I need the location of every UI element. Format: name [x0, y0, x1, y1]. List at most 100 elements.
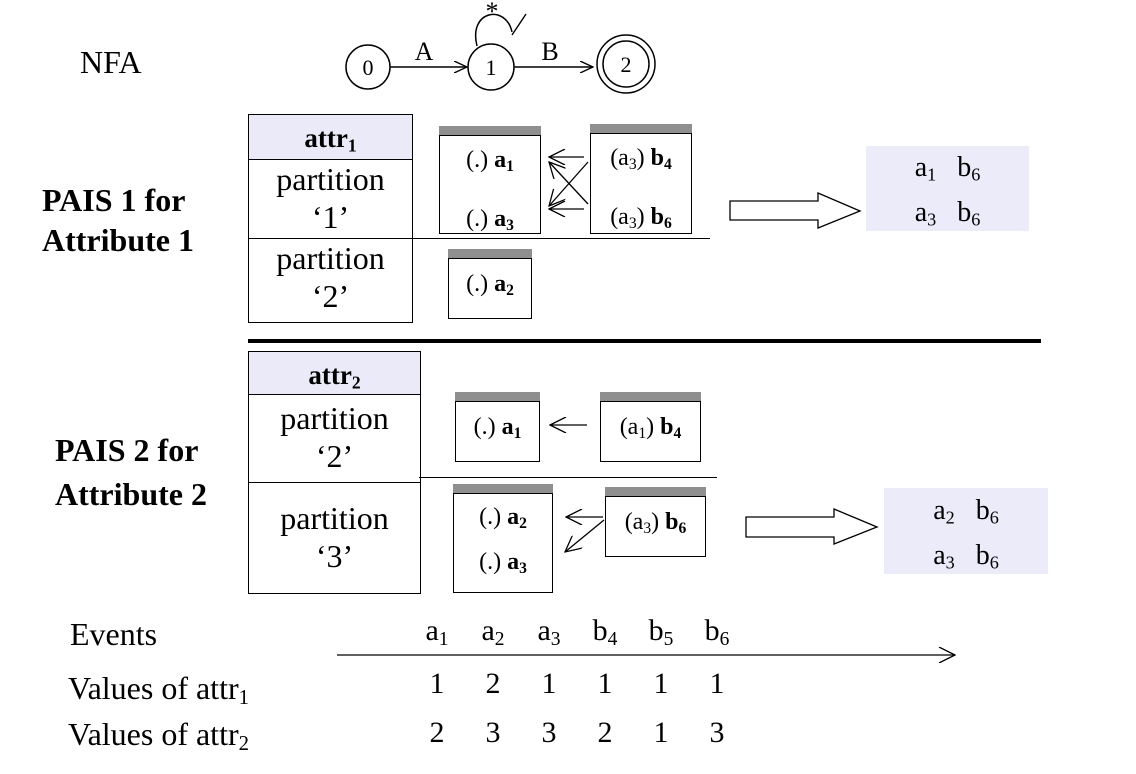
event-attr2-value: 1	[653, 716, 669, 749]
result-a-sub: 2	[945, 507, 955, 528]
attr2-values-label-text: Values of attr	[68, 716, 239, 752]
stack-entry: (a3) b6	[591, 202, 691, 239]
pais1-label-line2: Attribute 1	[42, 222, 194, 258]
pais1-partition-divider	[411, 238, 710, 239]
nfa-self-loop-label: *	[486, 0, 499, 26]
event-name: a1	[410, 614, 464, 651]
event-letter: b	[648, 614, 664, 647]
pais1-result-box: a1 b6 a3 b6	[866, 146, 1029, 231]
pais1-partition-2-line2: ‘2’	[311, 278, 350, 314]
entry-sub: 6	[664, 214, 672, 232]
pais2-partition-3-line1: partition	[280, 500, 389, 536]
result-b: b	[957, 196, 972, 228]
event-index: 5	[663, 628, 674, 650]
nfa-edge-a-label: A	[415, 37, 434, 66]
pais1-partition-2: partition ‘2’	[249, 239, 412, 319]
nfa-edge-b-label: B	[541, 37, 558, 66]
entry-prefix-sub: 1	[638, 424, 647, 442]
entry-sub: 4	[673, 424, 682, 442]
entry-prefix: (a	[619, 414, 639, 440]
result-a: a	[914, 152, 928, 183]
event-letter: b	[704, 614, 720, 647]
entry-sub: 3	[519, 559, 527, 577]
pais2-result-box: a2 b6 a3 b6	[884, 488, 1048, 574]
entry-name: a	[494, 205, 507, 232]
entry-prefix-close: )	[636, 203, 651, 230]
nfa-state-2	[602, 40, 650, 88]
stack-header-bar	[590, 124, 692, 133]
event-attr1-value: 1	[597, 667, 613, 700]
pais1-link-b4-a3	[549, 161, 589, 206]
event-name: a2	[466, 614, 520, 651]
attr1-values-label-text: Values of attr	[68, 670, 239, 706]
result-row: a2 b6	[884, 492, 1048, 537]
stack-entry: (a3) b6	[606, 507, 705, 544]
pais2-partition-3-line2: ‘3’	[315, 538, 354, 574]
stack-entry: (a1) b4	[601, 412, 700, 449]
pais1-partition-1: partition ‘1’	[249, 160, 412, 239]
entry-prefix: (.)	[466, 205, 495, 232]
attr1-values-label-sub: 1	[238, 686, 250, 710]
nfa-diagram: 0 A 1 * B 2	[345, 0, 656, 94]
result-b: b	[975, 495, 990, 526]
event-attr2-value: 2	[429, 716, 445, 749]
stack-header-bar	[600, 392, 701, 401]
pais2-stack-a-partition-3: (.) a2 (.) a3	[453, 484, 553, 593]
result-a: a	[914, 196, 928, 228]
event-attr1-value: 1	[541, 667, 557, 700]
entry-prefix-sub: 3	[628, 155, 637, 173]
entry-sub: 1	[506, 157, 514, 175]
entry-name: b	[660, 414, 674, 440]
pais2-partition-divider	[419, 477, 717, 478]
result-a-sub: 1	[927, 164, 937, 185]
event-letter: b	[592, 614, 608, 647]
result-row: a3 b6	[866, 194, 1029, 239]
pais2-partition-2: partition ‘2’	[249, 399, 420, 483]
entry-prefix: (.)	[466, 147, 495, 173]
events-label: Events	[70, 616, 158, 652]
result-row: a3 b6	[884, 537, 1048, 582]
entry-name: b	[650, 145, 664, 171]
result-a-sub: 3	[945, 552, 955, 573]
entry-name: b	[665, 509, 679, 535]
pais2-label: PAIS 2 for Attribute 2	[55, 428, 207, 516]
entry-prefix: (.)	[473, 414, 502, 440]
entry-name: a	[494, 147, 507, 173]
entry-prefix: (a	[610, 203, 629, 230]
pais2-header-text: attr	[308, 360, 352, 390]
result-row: a1 b6	[866, 149, 1029, 194]
nfa-self-loop	[474, 13, 513, 47]
pais1-label: PAIS 1 for Attribute 1	[42, 180, 194, 260]
result-a: a	[933, 539, 946, 571]
stack-header-bar	[455, 392, 540, 401]
pais2-partition-3: partition ‘3’	[249, 499, 420, 611]
pais2-partition-table: attr2 partition ‘2’ partition ‘3’	[248, 351, 421, 594]
entry-sub: 2	[506, 281, 514, 299]
entry-sub: 6	[678, 519, 687, 537]
event-index: 3	[550, 628, 561, 650]
pais1-partition-1-line1: partition	[276, 161, 385, 197]
stack-entry: (.) a3	[454, 547, 552, 584]
entry-prefix: (.)	[466, 271, 495, 297]
entry-prefix: (.)	[479, 504, 508, 530]
entry-prefix-close: )	[636, 145, 651, 171]
entry-name: a	[501, 414, 514, 440]
stack-header-bar	[605, 487, 706, 496]
result-a: a	[933, 495, 946, 526]
stack-header-bar	[448, 249, 532, 258]
event-index: 2	[494, 628, 505, 650]
entry-prefix: (.)	[479, 548, 508, 575]
entry-name: a	[507, 548, 520, 575]
stack-entry: (.) a2	[449, 269, 531, 306]
nfa-state-0-label: 0	[363, 55, 374, 80]
stack-entry: (.) a1	[440, 145, 540, 182]
entry-prefix-sub: 3	[628, 214, 637, 232]
entry-sub: 3	[506, 216, 514, 234]
nfa-self-loop-arrowhead	[511, 13, 527, 36]
pais2-result-arrow	[745, 508, 879, 545]
pais2-link-b6-a3	[565, 519, 605, 552]
pais2-header: attr2	[249, 352, 420, 395]
stack-entry: (.) a3	[440, 204, 540, 241]
pais1-partition-2-line1: partition	[276, 240, 385, 276]
entry-name: a	[494, 271, 507, 297]
